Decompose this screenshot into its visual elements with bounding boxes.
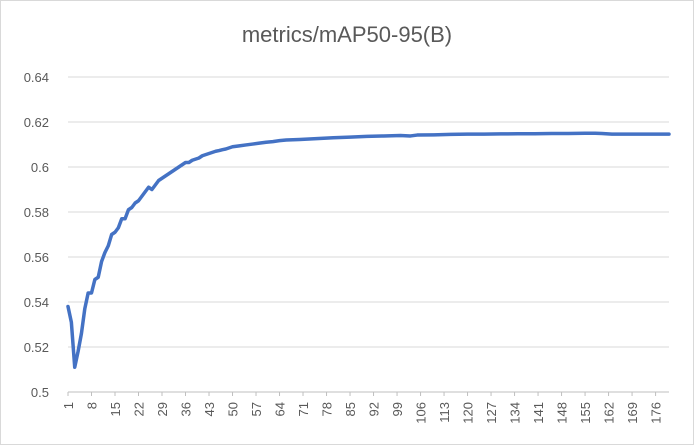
x-tick-label: 8 xyxy=(85,402,100,409)
x-tick-label: 36 xyxy=(179,402,194,416)
x-tick-label: 148 xyxy=(555,402,570,424)
y-tick-label: 0.5 xyxy=(31,385,49,400)
x-tick-label: 155 xyxy=(578,402,593,424)
x-tick-label: 57 xyxy=(249,402,264,416)
x-axis: 1 8 15 22 29 36 43 50 57 64 71 78 85 92 99 106 113 120 127… xyxy=(61,392,664,424)
x-tick-label: 50 xyxy=(226,402,241,416)
y-tick-label: 0.64 xyxy=(24,70,49,85)
y-tick-label: 0.52 xyxy=(24,340,49,355)
x-tick-label: 85 xyxy=(343,402,358,416)
y-axis: 0.5 0.52 0.54 0.56 0.58 0.6 0.62 0.64 xyxy=(24,70,49,400)
x-tick-label: 99 xyxy=(390,402,405,416)
series-line xyxy=(66,131,671,369)
x-tick-label: 162 xyxy=(602,402,617,424)
x-tick-label: 92 xyxy=(367,402,382,416)
y-tick-label: 0.56 xyxy=(24,250,49,265)
x-tick-label: 29 xyxy=(155,402,170,416)
series-layer xyxy=(66,131,671,369)
x-tick-label: 22 xyxy=(132,402,147,416)
x-tick-label: 71 xyxy=(296,402,311,416)
x-tick-label: 127 xyxy=(484,402,499,424)
y-tick-label: 0.6 xyxy=(31,160,49,175)
gridlines xyxy=(68,76,669,393)
x-tick-label: 78 xyxy=(320,402,335,416)
x-tick-label: 64 xyxy=(273,402,288,416)
x-tick-label: 15 xyxy=(108,402,123,416)
x-tick-label: 43 xyxy=(202,402,217,416)
x-tick-label: 176 xyxy=(649,402,664,424)
x-tick-label: 169 xyxy=(625,402,640,424)
y-tick-label: 0.54 xyxy=(24,295,49,310)
y-tick-label: 0.62 xyxy=(24,115,49,130)
x-tick-label: 120 xyxy=(461,402,476,424)
x-tick-label: 1 xyxy=(61,402,76,409)
x-tick-label: 134 xyxy=(508,402,523,424)
x-tick-label: 113 xyxy=(437,402,452,423)
chart-title: metrics/mAP50-95(B) xyxy=(241,22,453,47)
x-tick-label: 141 xyxy=(531,402,546,424)
y-tick-label: 0.58 xyxy=(24,205,49,220)
x-tick-label: 106 xyxy=(414,402,429,424)
